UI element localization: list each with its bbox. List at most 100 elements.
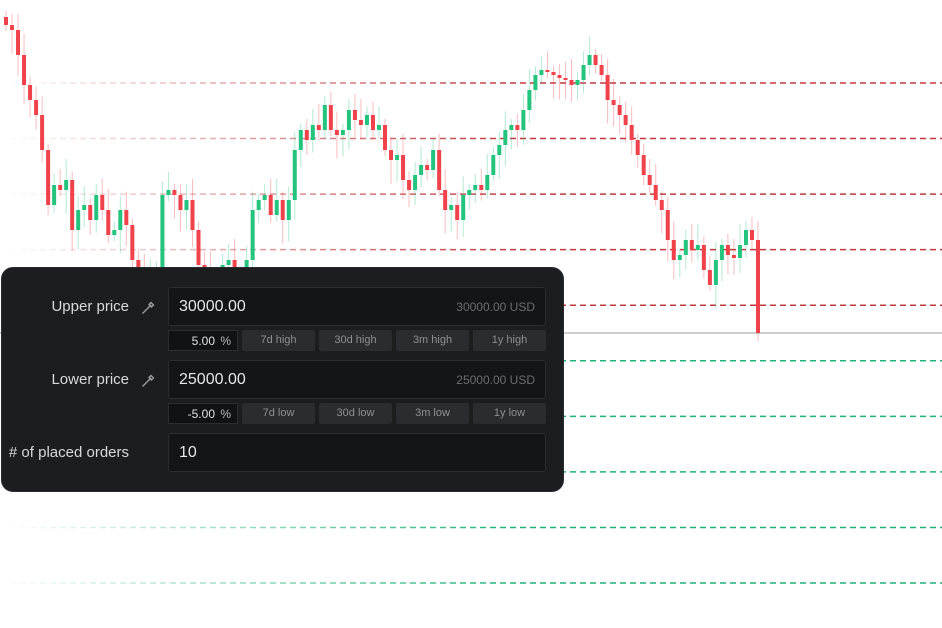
candle-body	[647, 175, 652, 185]
1y-low-button[interactable]: 1y low	[473, 403, 546, 424]
candle-body	[94, 195, 99, 220]
candle-body	[455, 205, 460, 220]
candle	[527, 69, 532, 123]
candle-body	[485, 175, 490, 190]
candle	[713, 241, 718, 309]
candle	[76, 196, 81, 250]
candle	[509, 119, 514, 150]
candle-body	[515, 125, 520, 130]
candle	[64, 159, 69, 214]
lower-price-usd: 25000.00 USD	[456, 373, 535, 387]
candle-body	[395, 155, 400, 160]
upper-price-label: Upper price	[51, 298, 129, 315]
candle-body	[376, 125, 381, 130]
candle	[593, 49, 598, 74]
candle	[88, 199, 93, 235]
candle-body	[172, 190, 177, 195]
candle-body	[563, 78, 568, 80]
candle	[551, 66, 556, 99]
candle	[515, 114, 520, 147]
7d-low-button[interactable]: 7d low	[242, 403, 315, 424]
candle-body	[256, 200, 261, 210]
candle-body	[611, 100, 616, 105]
3m-low-button[interactable]: 3m low	[396, 403, 469, 424]
candle	[497, 131, 502, 179]
upper-percent-input[interactable]: 5.00%	[168, 330, 238, 351]
candle-body	[437, 150, 442, 190]
lower-price-input[interactable]: 25000.00 25000.00 USD	[168, 360, 546, 399]
1y-high-button[interactable]: 1y high	[473, 330, 546, 351]
candle	[280, 191, 285, 244]
candle	[304, 119, 309, 155]
candle	[485, 154, 490, 199]
upper-price-input[interactable]: 30000.00 30000.00 USD	[168, 287, 546, 326]
candle-body	[731, 255, 736, 258]
candle	[461, 176, 466, 237]
candle	[575, 71, 580, 100]
candle-body	[756, 240, 760, 333]
upper-percent-value: 5.00	[191, 334, 215, 348]
7d-high-button[interactable]: 7d high	[242, 330, 315, 351]
candle-body	[635, 140, 640, 155]
candle	[443, 169, 448, 234]
candle	[376, 106, 381, 139]
percent-sign: %	[220, 334, 231, 348]
candle	[52, 174, 57, 214]
30d-low-button[interactable]: 30d low	[319, 403, 392, 424]
candle-body	[52, 185, 57, 205]
candle	[437, 134, 442, 196]
candle-body	[431, 150, 436, 170]
30d-high-button[interactable]: 30d high	[319, 330, 392, 351]
candle-body	[725, 245, 730, 255]
candle	[46, 144, 51, 216]
candle	[665, 196, 670, 262]
lower-percent-input[interactable]: -5.00%	[168, 403, 238, 424]
candle-body	[665, 210, 670, 240]
candle	[737, 224, 742, 273]
candle-body	[136, 260, 141, 270]
candle-body	[352, 110, 357, 120]
3m-high-button[interactable]: 3m high	[396, 330, 469, 351]
candle	[756, 221, 760, 342]
orders-input[interactable]: 10	[168, 433, 546, 472]
candle-body	[178, 195, 183, 210]
candle-body	[419, 165, 424, 175]
candle	[70, 171, 75, 252]
candle-body	[262, 195, 267, 200]
candle-body	[743, 230, 748, 245]
candle-body	[569, 80, 574, 85]
candle	[605, 59, 610, 124]
candle-body	[683, 240, 688, 255]
candle-body	[100, 195, 105, 210]
candle	[401, 134, 406, 200]
candle	[4, 11, 8, 31]
candle	[268, 179, 273, 224]
candle	[743, 221, 748, 258]
candle	[124, 191, 129, 247]
candle	[569, 59, 574, 102]
candle	[677, 249, 682, 277]
candle	[635, 134, 640, 168]
eyedropper-icon[interactable]	[140, 300, 156, 316]
candle-body	[310, 125, 315, 140]
candle-body	[737, 245, 742, 258]
candle	[346, 99, 351, 150]
candle	[581, 51, 586, 93]
candle	[467, 184, 472, 210]
candle	[286, 186, 291, 242]
eyedropper-icon[interactable]	[140, 373, 156, 389]
candle-body	[196, 230, 201, 265]
candle-body	[46, 150, 51, 205]
candle-body	[533, 75, 538, 90]
candle	[731, 239, 736, 275]
candle	[725, 234, 730, 275]
candle-body	[581, 65, 586, 80]
upper-price-value: 30000.00	[179, 298, 246, 315]
candle	[419, 146, 424, 188]
candle	[749, 216, 754, 251]
candle-body	[713, 260, 718, 285]
candle	[413, 161, 418, 205]
candle	[383, 119, 388, 156]
candle	[340, 124, 345, 157]
